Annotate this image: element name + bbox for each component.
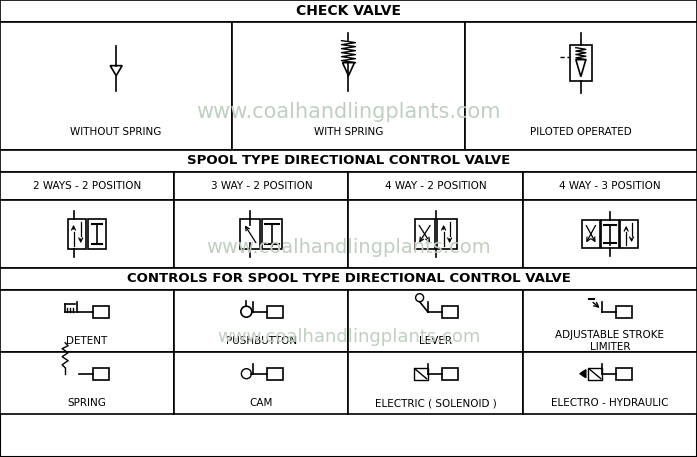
Bar <box>262 219 282 249</box>
Bar <box>0 268 697 290</box>
Bar <box>0 0 697 22</box>
Bar <box>68 219 86 249</box>
Bar <box>523 200 697 268</box>
Bar <box>348 290 523 352</box>
Text: ADJUSTABLE STROKE
LIMITER: ADJUSTABLE STROKE LIMITER <box>556 330 664 352</box>
Text: 4 WAY - 2 POSITION: 4 WAY - 2 POSITION <box>385 181 487 191</box>
Text: ELECTRO - HYDRAULIC: ELECTRO - HYDRAULIC <box>551 398 668 408</box>
Bar <box>88 219 106 249</box>
Text: CONTROLS FOR SPOOL TYPE DIRECTIONAL CONTROL VALVE: CONTROLS FOR SPOOL TYPE DIRECTIONAL CONT… <box>127 272 570 286</box>
Bar <box>268 306 284 318</box>
Bar <box>523 290 697 352</box>
Text: www.coalhandlingplants.com: www.coalhandlingplants.com <box>197 101 500 122</box>
Bar <box>523 172 697 200</box>
Text: 4 WAY - 3 POSITION: 4 WAY - 3 POSITION <box>559 181 661 191</box>
Bar <box>413 368 428 380</box>
Bar <box>570 45 592 80</box>
Bar <box>0 290 174 352</box>
Bar <box>415 219 435 249</box>
Bar <box>93 368 109 380</box>
Text: CHECK VALVE: CHECK VALVE <box>296 4 401 18</box>
Bar <box>232 22 465 150</box>
Bar <box>268 368 284 380</box>
Text: DETENT: DETENT <box>66 336 108 346</box>
Bar <box>0 150 697 172</box>
Bar <box>0 352 174 414</box>
Bar <box>0 22 232 150</box>
Text: CAM: CAM <box>250 398 273 408</box>
Bar <box>93 306 109 318</box>
Bar <box>436 219 457 249</box>
Bar <box>442 368 458 380</box>
Bar <box>582 220 600 248</box>
Bar <box>174 200 348 268</box>
Bar <box>588 368 602 380</box>
Polygon shape <box>580 370 586 377</box>
Bar <box>0 172 174 200</box>
Text: SPOOL TYPE DIRECTIONAL CONTROL VALVE: SPOOL TYPE DIRECTIONAL CONTROL VALVE <box>187 154 510 168</box>
Bar <box>616 306 632 318</box>
Bar <box>174 352 348 414</box>
Text: 3 WAY - 2 POSITION: 3 WAY - 2 POSITION <box>210 181 312 191</box>
Text: LEVER: LEVER <box>419 336 452 346</box>
Text: WITHOUT SPRING: WITHOUT SPRING <box>70 127 162 137</box>
Bar <box>240 219 261 249</box>
Bar <box>174 172 348 200</box>
Text: www.coalhandlingplants.com: www.coalhandlingplants.com <box>206 238 491 257</box>
Text: WITH SPRING: WITH SPRING <box>314 127 383 137</box>
Bar <box>442 306 458 318</box>
Bar <box>616 368 632 380</box>
Bar <box>523 352 697 414</box>
Bar <box>465 22 697 150</box>
Text: PUSHBUTTON: PUSHBUTTON <box>226 336 297 346</box>
Text: SPRING: SPRING <box>68 398 107 408</box>
Bar <box>601 220 619 248</box>
Bar <box>174 290 348 352</box>
Bar <box>348 200 523 268</box>
Text: www.coalhandlingplants.com: www.coalhandlingplants.com <box>217 328 480 345</box>
Bar <box>348 352 523 414</box>
Bar <box>348 172 523 200</box>
Text: PILOTED OPERATED: PILOTED OPERATED <box>530 127 631 137</box>
Bar <box>620 220 638 248</box>
Text: 2 WAYS - 2 POSITION: 2 WAYS - 2 POSITION <box>33 181 141 191</box>
Bar <box>0 200 174 268</box>
Text: ELECTRIC ( SOLENOID ): ELECTRIC ( SOLENOID ) <box>375 398 496 408</box>
